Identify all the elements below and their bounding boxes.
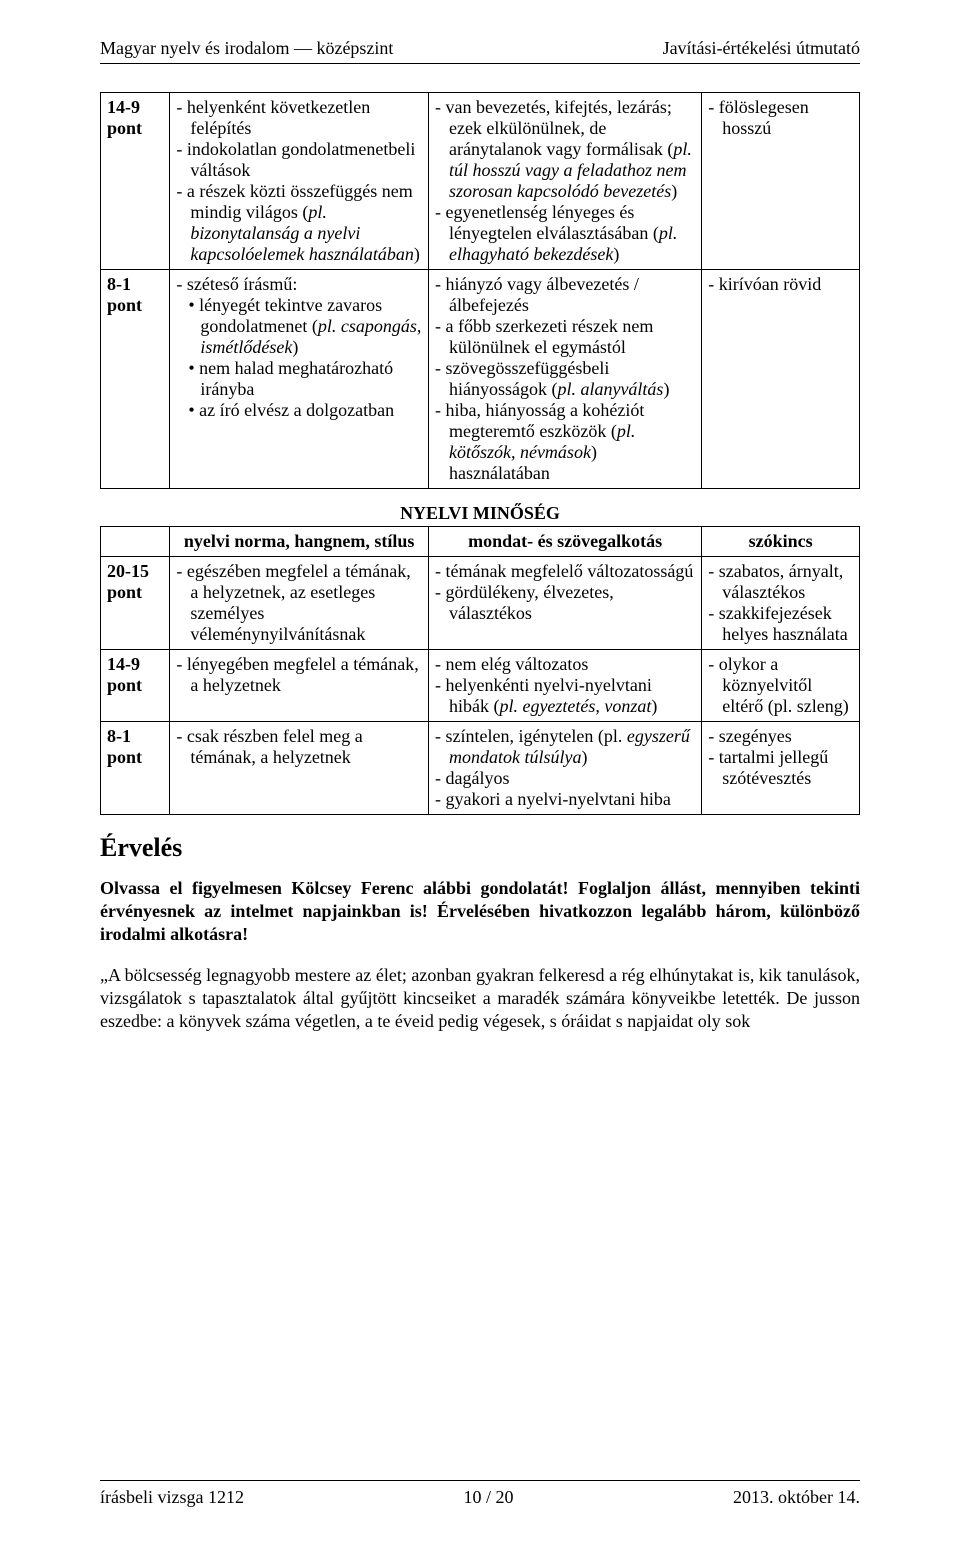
footer-rule — [100, 1480, 860, 1481]
row-label: 14-9pont — [101, 650, 170, 722]
table-cell: - nem elég változatos- helyenkénti nyelv… — [428, 650, 701, 722]
footer-center: 10 / 20 — [463, 1487, 513, 1508]
header-rule — [100, 63, 860, 64]
table-cell: - szegényes- tartalmi jellegű szótéveszt… — [702, 722, 860, 815]
table-cell: - olykor a köznyelvitől eltérő (pl. szle… — [702, 650, 860, 722]
row-label: 20-15pont — [101, 557, 170, 650]
table-cell: - csak részben felel meg a témának, a he… — [170, 722, 429, 815]
table-cell: - van bevezetés, kifejtés, lezárás; ezek… — [428, 93, 701, 270]
table2-head-blank — [101, 527, 170, 557]
footer-left: írásbeli vizsga 1212 — [100, 1487, 244, 1508]
table-cell: - témának megfelelő változatosságú- görd… — [428, 557, 701, 650]
page: Magyar nyelv és irodalom — középszint Ja… — [0, 0, 960, 1542]
table-cell: - egészében megfelel a témának, a helyze… — [170, 557, 429, 650]
table2-head-1: nyelvi norma, hangnem, stílus — [170, 527, 429, 557]
table-cell: - kirívóan rövid — [702, 270, 860, 489]
rubric-table-1: 14-9pont- helyenként következetlen felép… — [100, 92, 860, 489]
row-label: 8-1pont — [101, 270, 170, 489]
row-label: 8-1pont — [101, 722, 170, 815]
table-cell: - szabatos, árnyalt, választékos- szakki… — [702, 557, 860, 650]
table-row: 20-15pont- egészében megfelel a témának,… — [101, 557, 860, 650]
table-cell: - hiányzó vagy álbevezetés / álbefejezés… — [428, 270, 701, 489]
header-right: Javítási-értékelési útmutató — [663, 38, 860, 59]
quote-text: „A bölcsesség legnagyobb mestere az élet… — [100, 964, 860, 1033]
section-title-nyelvi: NYELVI MINŐSÉG — [100, 503, 860, 524]
table2-head-2: mondat- és szövegalkotás — [428, 527, 701, 557]
erveles-heading: Érvelés — [100, 833, 860, 863]
table2-head-3: szókincs — [702, 527, 860, 557]
table-row: 8-1pont- széteső írásmű:• lényegét tekin… — [101, 270, 860, 489]
table-cell: - színtelen, igénytelen (pl. egyszerű mo… — [428, 722, 701, 815]
table-row: 14-9pont- lényegében megfelel a témának,… — [101, 650, 860, 722]
header: Magyar nyelv és irodalom — középszint Ja… — [100, 38, 860, 59]
table-row: 14-9pont- helyenként következetlen felép… — [101, 93, 860, 270]
rubric-table-2: nyelvi norma, hangnem, stílus mondat- és… — [100, 526, 860, 815]
table-cell: - lényegében megfelel a témának, a helyz… — [170, 650, 429, 722]
row-label: 14-9pont — [101, 93, 170, 270]
task-text: Olvassa el figyelmesen Kölcsey Ferenc al… — [100, 877, 860, 946]
table-cell: - fölöslegesen hosszú — [702, 93, 860, 270]
table-cell: - helyenként következetlen felépítés- in… — [170, 93, 429, 270]
table-row: 8-1pont- csak részben felel meg a témána… — [101, 722, 860, 815]
header-left: Magyar nyelv és irodalom — középszint — [100, 38, 393, 59]
footer-right: 2013. október 14. — [733, 1487, 860, 1508]
footer: írásbeli vizsga 1212 10 / 20 2013. októb… — [100, 1480, 860, 1508]
table2-head-row: nyelvi norma, hangnem, stílus mondat- és… — [101, 527, 860, 557]
table-cell: - széteső írásmű:• lényegét tekintve zav… — [170, 270, 429, 489]
